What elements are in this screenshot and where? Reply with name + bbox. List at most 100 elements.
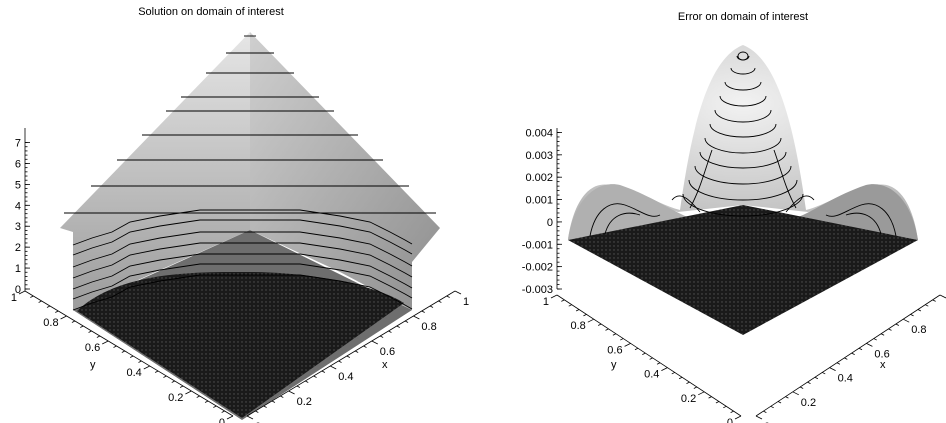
left-x-tick-mark bbox=[363, 345, 367, 348]
right-y-tick-mark bbox=[678, 376, 683, 380]
right-x-tick-mark bbox=[799, 386, 804, 389]
right-x-tick-mark bbox=[763, 410, 767, 414]
left-x-tick-mark bbox=[338, 360, 342, 363]
right-contour-line bbox=[845, 212, 882, 235]
right-y-tick-mark bbox=[715, 401, 720, 404]
right-title: Error on domain of interest bbox=[678, 11, 808, 23]
left-y-tick-label: 0.2 bbox=[168, 392, 183, 404]
left-y-tick-mark bbox=[154, 370, 159, 373]
left-y-tick-mark bbox=[38, 300, 42, 303]
left-y-axis bbox=[24, 290, 234, 417]
left-x-tick-mark bbox=[429, 305, 434, 308]
right-x-tick-label: 0.4 bbox=[838, 373, 853, 385]
left-x-tick-label: 1 bbox=[463, 296, 469, 308]
right-x-tick-mark bbox=[939, 294, 946, 299]
left-contour-line bbox=[72, 209, 413, 246]
right-y-tick-label: 0.2 bbox=[681, 393, 696, 405]
right-y-ticks: 0 0.2 0.4 0.6 0.8 1 bbox=[543, 294, 742, 423]
right-x-tick-mark bbox=[755, 415, 763, 420]
left-y-tick-mark bbox=[171, 380, 175, 383]
left-y-tick-mark bbox=[196, 395, 200, 398]
right-x-tick-mark bbox=[858, 347, 863, 351]
right-x-tick-mark bbox=[851, 352, 855, 355]
right-y-tick-mark bbox=[708, 396, 712, 399]
left-y-tick-mark bbox=[88, 330, 92, 333]
left-z-tick-label: 3 bbox=[15, 221, 21, 233]
right-contours bbox=[589, 51, 897, 237]
right-x-tick-mark bbox=[910, 314, 914, 317]
left-y-tick-mark bbox=[96, 335, 101, 338]
right-y-tick-mark bbox=[656, 362, 661, 365]
right-contour-ring bbox=[688, 179, 798, 201]
right-x-tick-mark bbox=[777, 401, 782, 404]
left-y-tick-mark bbox=[213, 405, 217, 408]
left-contour-line bbox=[72, 274, 413, 311]
left-y-tick-mark bbox=[179, 385, 184, 388]
left-y-tick-mark bbox=[102, 340, 109, 345]
left-x-tick-label: 0.2 bbox=[297, 396, 312, 408]
right-contour-line bbox=[689, 149, 713, 209]
right-y-tick-mark bbox=[568, 304, 572, 307]
left-z-tick-label: 7 bbox=[15, 138, 21, 150]
right-contour-line bbox=[825, 203, 897, 237]
right-x-tick-label: 0.2 bbox=[801, 397, 816, 409]
left-contours bbox=[64, 35, 436, 311]
left-contour-line bbox=[72, 253, 413, 290]
right-y-tick-mark bbox=[605, 328, 609, 331]
left-contour-line bbox=[72, 231, 413, 268]
right-y-tick-mark bbox=[734, 415, 742, 420]
left-x-tick-mark bbox=[346, 355, 351, 358]
right-x-label: x bbox=[880, 359, 886, 371]
right-y-tick-mark bbox=[587, 318, 594, 323]
right-y-tick-mark bbox=[723, 405, 727, 409]
left-x-tick-mark bbox=[288, 390, 295, 395]
right-x-tick-mark bbox=[792, 391, 799, 396]
right-x-tick-mark bbox=[873, 338, 877, 341]
right-y-tick-mark bbox=[583, 314, 587, 317]
left-x-tick-mark bbox=[371, 340, 378, 345]
left-y-tick-mark bbox=[30, 295, 34, 298]
right-x-tick-mark bbox=[814, 376, 819, 380]
left-x-tick-mark bbox=[313, 375, 317, 378]
left-z-tick-label: 5 bbox=[15, 179, 21, 191]
right-contour-ring bbox=[694, 165, 792, 185]
right-z-tick-label: 0.001 bbox=[525, 195, 553, 207]
left-y-tick-mark bbox=[55, 310, 59, 313]
right-contour-line bbox=[604, 212, 641, 235]
right-surface bbox=[568, 45, 918, 240]
left-x-tick-label: 0 bbox=[255, 421, 261, 423]
right-contour-ring bbox=[704, 137, 782, 154]
left-x-tick-mark bbox=[454, 290, 462, 295]
right-x-tick-mark bbox=[932, 299, 936, 302]
right-x-tick-mark bbox=[925, 304, 929, 307]
right-x-tick-mark bbox=[836, 362, 841, 365]
right-x-tick-mark bbox=[903, 318, 910, 323]
left-x-tick-mark bbox=[330, 365, 337, 370]
right-y-tick-mark bbox=[661, 367, 668, 371]
left-x-tick-mark bbox=[421, 310, 425, 313]
left-title: Solution on domain of interest bbox=[138, 6, 284, 18]
left-z-tick-label: 2 bbox=[15, 242, 21, 254]
right-y-axis bbox=[556, 294, 742, 417]
right-contour-ring bbox=[714, 109, 772, 123]
left-z-tick-label: 0 bbox=[15, 284, 21, 296]
left-y-tick-mark bbox=[80, 325, 84, 328]
left-y-tick-mark bbox=[163, 375, 167, 378]
left-plot: Solution on domain of interest 01234567 … bbox=[11, 6, 469, 423]
right-y-tick-label: 0.4 bbox=[644, 369, 659, 381]
left-y-ticks: 0 0.2 0.4 0.6 0.8 1 bbox=[11, 290, 234, 423]
right-y-tick-mark bbox=[642, 352, 646, 355]
left-contour-line bbox=[72, 263, 413, 300]
right-y-tick-mark bbox=[620, 338, 624, 341]
left-x-tick-label: 0.4 bbox=[338, 371, 353, 383]
left-x-ticks: 0 0.2 0.4 0.6 0.8 1 bbox=[246, 290, 469, 423]
left-x-axis bbox=[246, 290, 456, 417]
left-x-tick-mark bbox=[388, 330, 392, 333]
left-y-tick-mark bbox=[138, 360, 142, 363]
left-z-tick-label: 1 bbox=[15, 263, 21, 275]
left-x-label: x bbox=[382, 359, 388, 371]
right-mesh-floor bbox=[568, 205, 918, 335]
left-x-tick-mark bbox=[263, 405, 267, 408]
right-x-tick-mark bbox=[895, 323, 900, 326]
